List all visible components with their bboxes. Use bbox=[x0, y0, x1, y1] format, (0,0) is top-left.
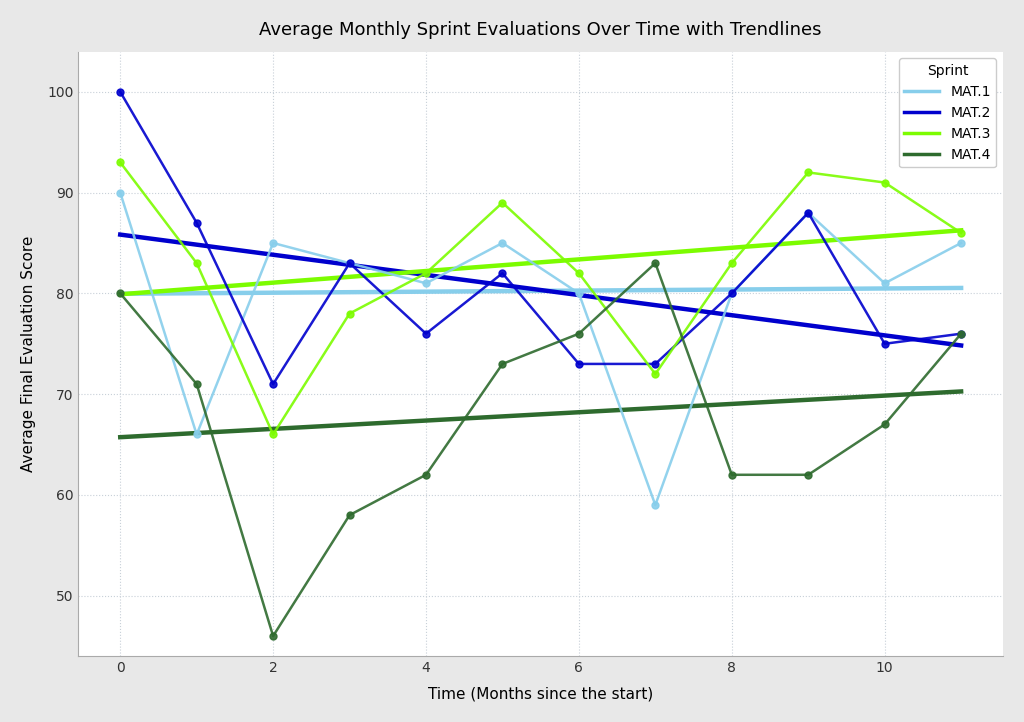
Title: Average Monthly Sprint Evaluations Over Time with Trendlines: Average Monthly Sprint Evaluations Over … bbox=[259, 21, 822, 39]
X-axis label: Time (Months since the start): Time (Months since the start) bbox=[428, 686, 653, 701]
Y-axis label: Average Final Evaluation Score: Average Final Evaluation Score bbox=[20, 235, 36, 472]
Legend: MAT.1, MAT.2, MAT.3, MAT.4: MAT.1, MAT.2, MAT.3, MAT.4 bbox=[899, 58, 996, 168]
